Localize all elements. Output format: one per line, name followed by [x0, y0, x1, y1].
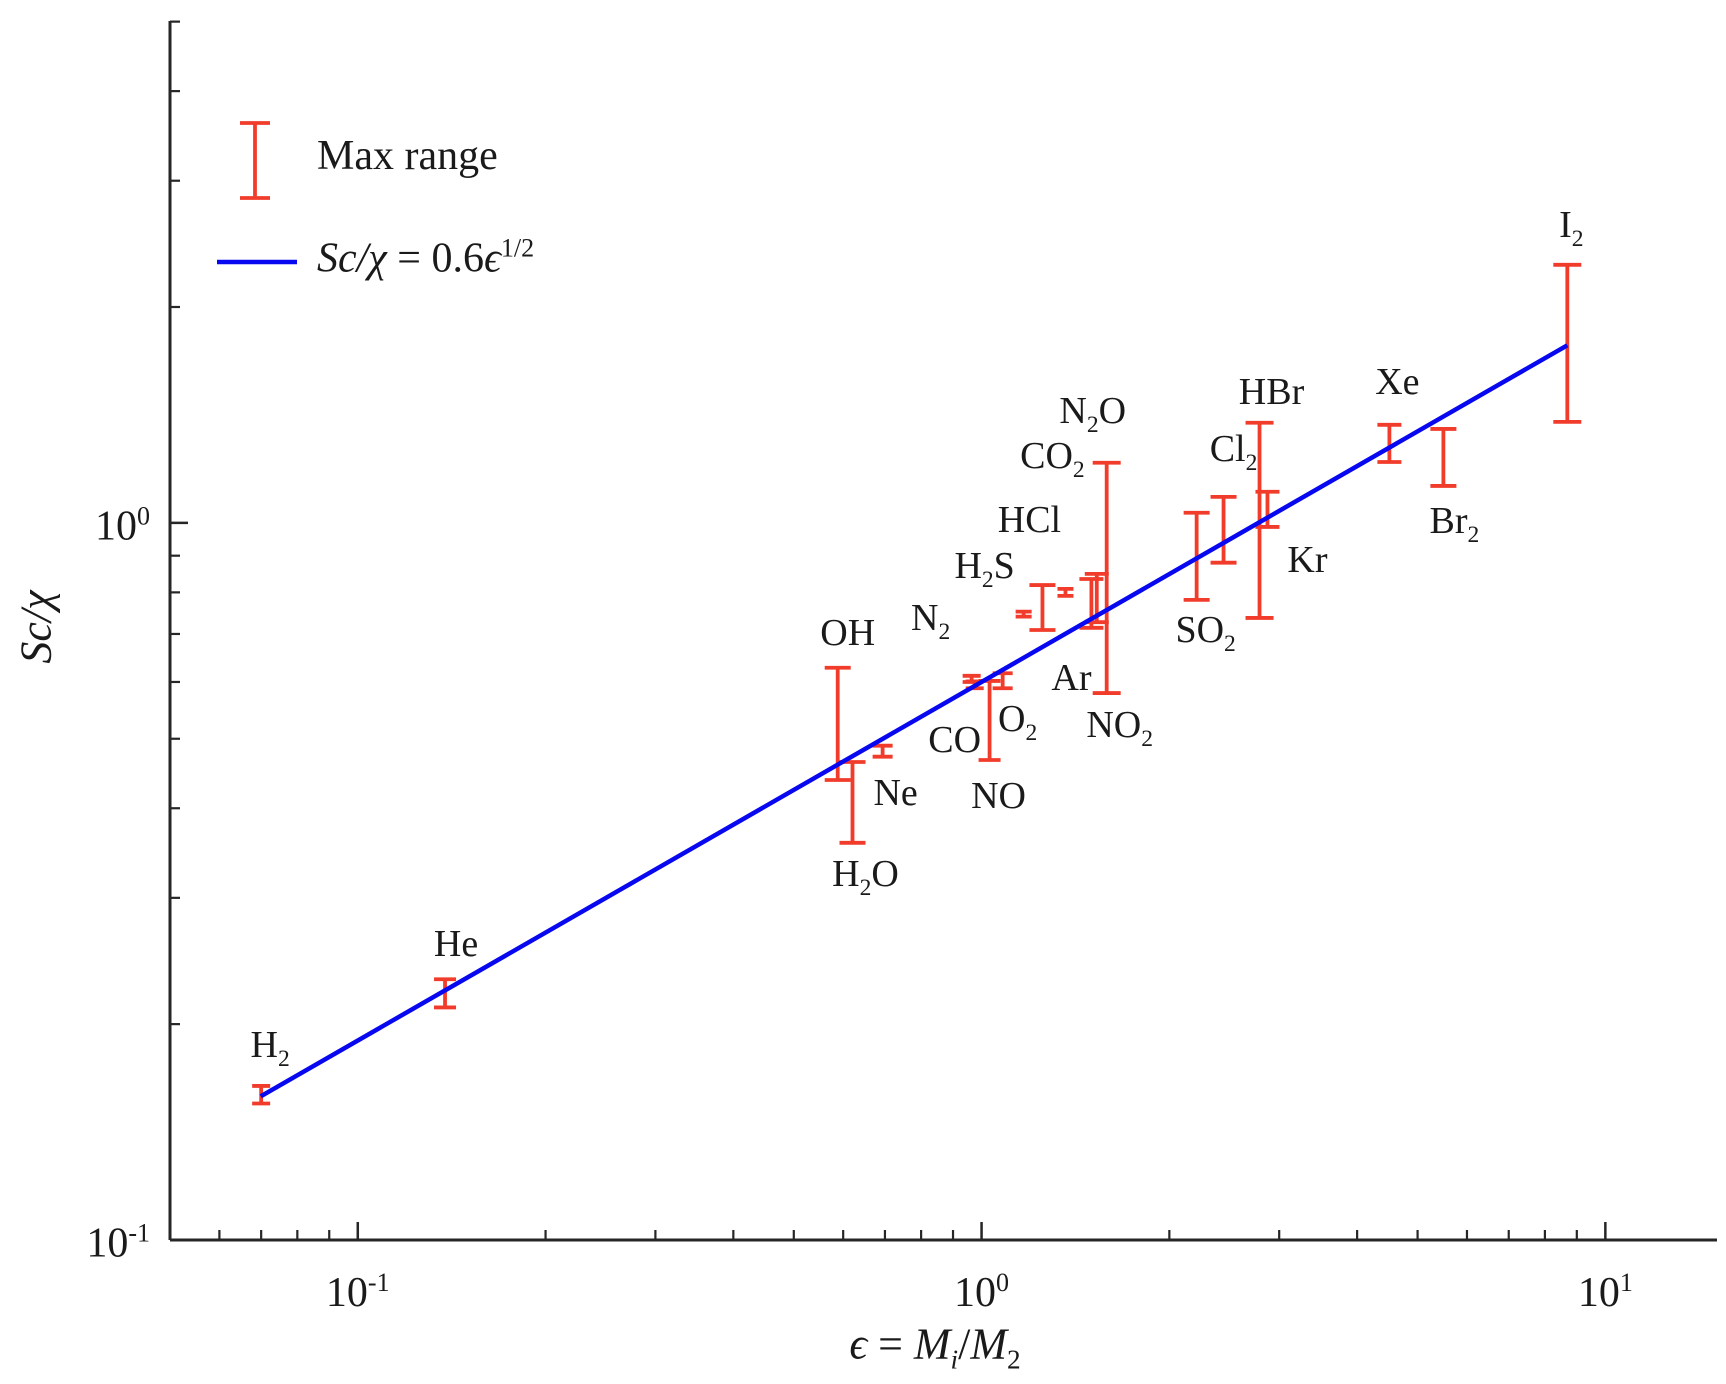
species-label-N2: N2: [911, 597, 951, 645]
legend-errorbar-label: Max range: [317, 133, 498, 179]
errorbar-NO2: [1092, 460, 1121, 695]
errorbar-Br2: [1430, 427, 1457, 488]
species-label-Ne: Ne: [873, 771, 918, 814]
y-axis-title: Sc/χ: [11, 590, 61, 664]
y-tick-label-10^-1: 10-1: [86, 1218, 150, 1267]
species-label-HBr: HBr: [1238, 370, 1305, 413]
y-tick-label-10^0: 100: [94, 501, 150, 550]
species-label-O2: O2: [998, 698, 1038, 747]
species-label-NO2: NO2: [1086, 704, 1154, 752]
errorbar-Cl2: [1210, 494, 1237, 565]
species-label-H2O: H2O: [832, 852, 899, 901]
species-label-Cl2: Cl2: [1209, 428, 1258, 476]
errorbar-OH: [824, 665, 851, 782]
species-label-NO: NO: [971, 775, 1027, 817]
errorbar-H2O: [839, 760, 866, 845]
species-label-N2O: N2O: [1059, 390, 1127, 438]
errorbar-Ne: [872, 743, 893, 759]
x-tick-label-10^1: 101: [1577, 1268, 1633, 1316]
species-label-SO2: SO2: [1175, 609, 1236, 657]
species-label-Ar: Ar: [1051, 656, 1092, 699]
species-label-H2S: H2S: [954, 544, 1015, 593]
species-label-Xe: Xe: [1375, 360, 1420, 403]
errorbar-HCl: [1029, 583, 1056, 632]
legend-errorbar-glyph: [240, 121, 270, 200]
fit-line: [259, 343, 1569, 1099]
errorbar-Ar: [1057, 586, 1074, 598]
species-label-I2: I2: [1559, 204, 1584, 252]
species-label-Br2: Br2: [1429, 500, 1480, 548]
x-tick-label-10^-1: 10-1: [325, 1268, 390, 1316]
species-label-Kr: Kr: [1287, 538, 1328, 581]
species-label-HCl: HCl: [997, 499, 1062, 542]
errorbar-H2S: [1015, 609, 1032, 619]
species-label-He: He: [433, 923, 479, 966]
x-axis-title: ϵ = Mi/M2: [849, 1319, 1021, 1375]
species-label-CO2: CO2: [1020, 435, 1085, 483]
x-tick-label-10^0: 100: [954, 1268, 1010, 1316]
errorbar-Kr: [1255, 489, 1280, 529]
errorbar-He: [434, 977, 457, 1010]
species-label-H2: H2: [250, 1024, 290, 1072]
species-label-CO: CO: [928, 719, 982, 762]
errorbar-I2: [1553, 262, 1582, 424]
legend-fit-label: Sc/χ = 0.6ϵ1/2: [317, 233, 535, 282]
species-label-OH: OH: [820, 611, 876, 654]
errorbar-Xe: [1377, 422, 1402, 464]
